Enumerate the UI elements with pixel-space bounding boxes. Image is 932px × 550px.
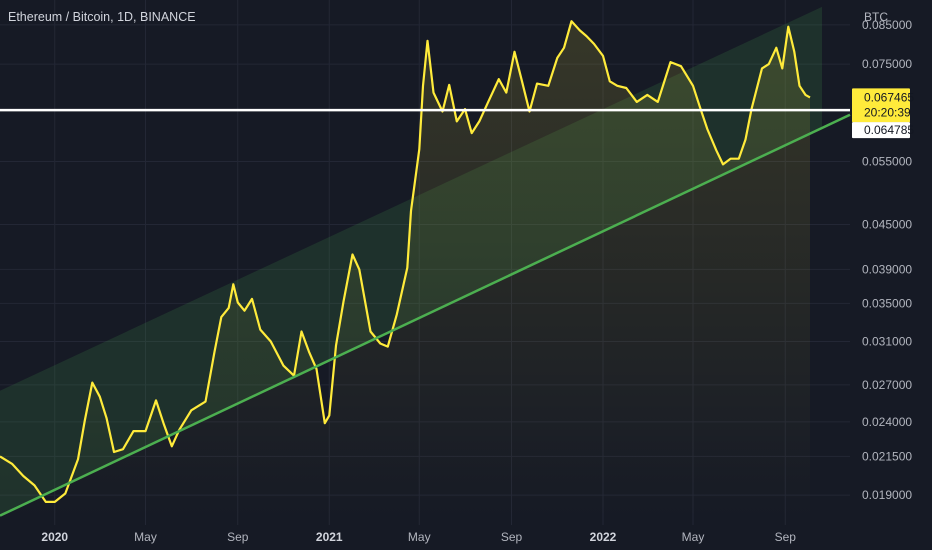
price-area-fill [0, 21, 810, 521]
price-unit-label: BTC [864, 10, 888, 24]
price-line [0, 20, 811, 503]
y-tick-label: 0.024000 [862, 415, 912, 429]
x-tick-label: 2021 [316, 530, 343, 544]
y-tick-label: 0.039000 [862, 262, 912, 276]
y-tick-label: 0.055000 [862, 155, 912, 169]
support-trend-line [0, 113, 851, 517]
x-tick-label: May [408, 530, 431, 544]
horizontal-level-tag [852, 122, 910, 139]
x-tick-label: Sep [775, 530, 797, 544]
last-price-tag [852, 88, 910, 123]
area-layer [0, 21, 810, 521]
line-layer [0, 20, 851, 517]
x-tick-label: 2020 [41, 530, 68, 544]
x-tick-label: Sep [227, 530, 249, 544]
chart-title: Ethereum / Bitcoin, 1D, BINANCE [8, 10, 196, 24]
y-tick-label: 0.019000 [862, 488, 912, 502]
y-tick-label: 0.021500 [862, 449, 912, 463]
bar-countdown: 20:20:39 [864, 105, 911, 119]
y-tick-label: 0.075000 [862, 57, 912, 71]
y-tick-label: 0.045000 [862, 218, 912, 232]
x-tick-label: 2022 [590, 530, 617, 544]
last-price-value: 0.067465 [864, 90, 914, 104]
horizontal-level-value: 0.064785 [864, 123, 914, 137]
y-tick-label: 0.085000 [862, 18, 912, 32]
axis-layer: 0.085000 0.075000 0.055000 0.045000 0.039000… [41, 18, 912, 544]
x-tick-label: May [134, 530, 157, 544]
y-tick-label: 0.027000 [862, 378, 912, 392]
x-tick-label: May [682, 530, 705, 544]
x-tick-label: Sep [501, 530, 523, 544]
y-tick-label: 0.035000 [862, 296, 912, 310]
y-tick-label: 0.031000 [862, 334, 912, 348]
